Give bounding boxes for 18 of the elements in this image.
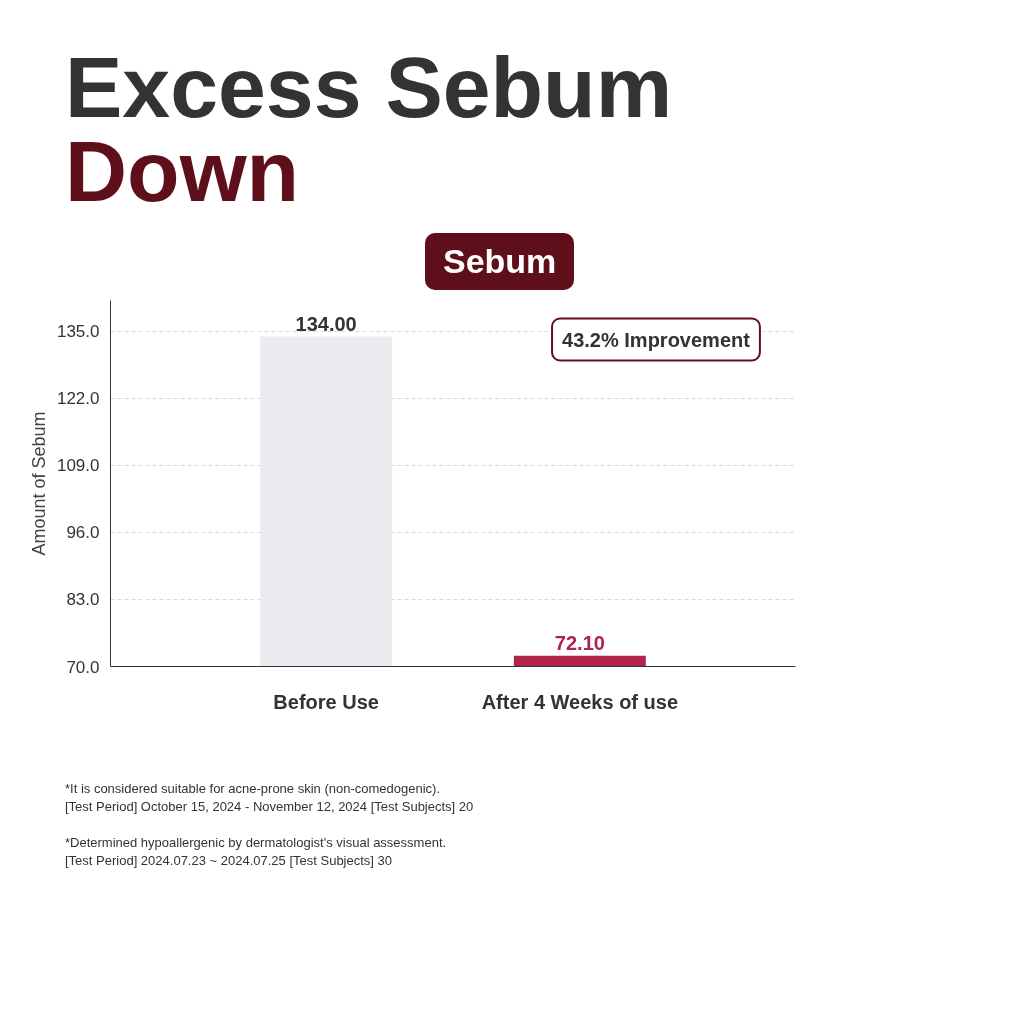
data-label: 134.00 <box>295 312 357 335</box>
y-tick-label: 96.0 <box>66 523 100 543</box>
text: *It is considered suitable for acne-prone skin (non-comedogenic). <box>65 780 441 796</box>
y-tick-label: 135.0 <box>56 321 100 341</box>
text: [Test Period] October 15, 2024 - November 12, 2024 [Test Subjects] 20 <box>65 798 474 814</box>
text: *Determined hypoallergenic by dermatologist's visual assessment. <box>65 834 447 850</box>
text: [Test Period] 2024.07.23 ~ 2024.07.25 [Test Subjects] 30 <box>65 852 393 868</box>
chart-title: Excess Sebum Down <box>65 39 673 219</box>
y-tick-label: 70.0 <box>66 657 100 677</box>
x-tick-label: Before Use <box>273 690 379 713</box>
y-tick-label: 83.0 <box>66 590 100 610</box>
chart-subtitle: Sebum <box>425 233 575 290</box>
y-tick-label: 109.0 <box>56 456 100 476</box>
y-axis-title: Amount of Sebum <box>28 411 49 556</box>
data-label: 72.10 <box>554 631 605 654</box>
y-tick-label: 122.0 <box>56 389 100 409</box>
x-tick-label: After 4 Weeks of use <box>481 690 679 713</box>
annotation: 43.2% Improvement <box>562 328 751 351</box>
